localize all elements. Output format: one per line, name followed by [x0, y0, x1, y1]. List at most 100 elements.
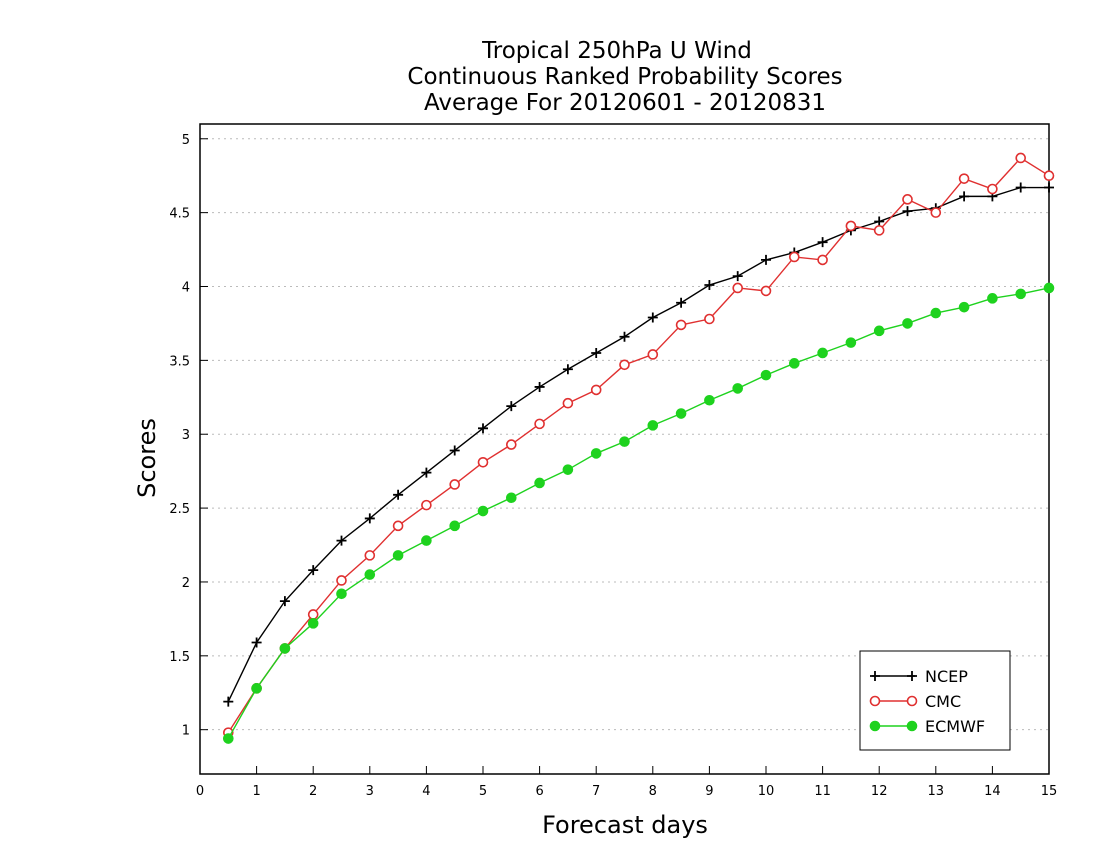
- ecmwf-data-point: [817, 347, 828, 359]
- ecmwf-data-point: [307, 618, 319, 629]
- ecmwf-data-point: [392, 550, 404, 561]
- ecmwf-data-point: [449, 520, 461, 532]
- cmc-data-point: [732, 282, 744, 294]
- cmc-data-point: [619, 359, 630, 371]
- plot-frame: [199, 123, 1050, 775]
- x-tick-label: 6: [535, 784, 543, 799]
- ecmwf-data-point: [789, 358, 800, 369]
- cmc-data-point: [902, 194, 913, 205]
- cmc-data-point: [449, 479, 461, 490]
- cmc-data-point: [760, 285, 772, 297]
- cmc-legend-label: CMC: [925, 692, 961, 711]
- ecmwf-data-point: [930, 307, 942, 319]
- ncep-data-point: [959, 191, 970, 202]
- x-tick-label: 13: [928, 784, 945, 799]
- ncep-data-point: [506, 401, 517, 412]
- y-tick-label: 4.5: [169, 207, 190, 222]
- y-tick-label: 2: [182, 576, 190, 591]
- x-tick-label: 15: [1041, 784, 1058, 799]
- ncep-data-point: [647, 312, 658, 323]
- ncep-legend-label: NCEP: [925, 667, 968, 686]
- ecmwf-data-point: [251, 683, 262, 694]
- ncep-data-point: [1015, 182, 1026, 193]
- cmc-data-point: [1015, 152, 1027, 164]
- x-tick-label: 1: [252, 784, 260, 799]
- ncep-data-point: [449, 445, 460, 456]
- cmc-data-point: [307, 609, 319, 620]
- ncep-data-point: [251, 637, 262, 648]
- ecmwf-data-point: [590, 448, 602, 459]
- ecmwf-data-point: [421, 535, 432, 546]
- ecmwf-data-point: [873, 325, 885, 337]
- x-tick-label: 8: [649, 784, 657, 799]
- cmc-data-point: [845, 220, 857, 232]
- cmc-legend-marker-left: [869, 695, 881, 707]
- cmc-data-point: [477, 456, 489, 468]
- ecmwf-data-point: [279, 643, 291, 654]
- ecmwf-data-point: [223, 733, 234, 744]
- x-axis-label: Forecast days: [542, 811, 708, 839]
- gridlines: [200, 138, 1049, 731]
- y-tick-label: 2.5: [169, 502, 190, 517]
- ecmwf-data-point: [506, 492, 517, 504]
- ncep-legend-marker-right: [907, 671, 917, 681]
- cmc-data-point: [987, 183, 998, 195]
- ncep-data-point: [393, 489, 404, 500]
- cmc-data-point: [392, 520, 404, 532]
- cmc-data-point: [590, 384, 602, 396]
- y-tick-label: 4: [182, 281, 190, 296]
- ncep-data-point: [676, 297, 687, 308]
- ncep-data-point: [336, 535, 347, 546]
- x-tick-label: 0: [196, 784, 204, 799]
- ecmwf-data-point: [902, 318, 913, 329]
- x-tick-label: 11: [814, 784, 831, 799]
- cmc-data-point: [675, 319, 687, 331]
- axis-ticks: 11.522.533.544.550 1 2 3 4 5 6 7 8 9 10 11 12 13 14 15: [169, 133, 1057, 799]
- x-tick-label: 9: [705, 784, 713, 799]
- x-tick-label: 5: [479, 784, 487, 799]
- ecmwf-data-point: [732, 383, 744, 394]
- ecmwf-legend-marker-right: [906, 720, 918, 732]
- x-tick-label: 3: [366, 784, 374, 799]
- ecmwf-data-point: [336, 588, 347, 600]
- ncep-data-point: [308, 565, 319, 576]
- cmc-data-point: [534, 418, 545, 430]
- ecmwf-data-point: [619, 436, 630, 447]
- cmc-data-point: [336, 575, 347, 586]
- chart-title-line-2: Continuous Ranked Probability Scores: [407, 64, 842, 90]
- ecmwf-data-point: [1043, 282, 1055, 294]
- cmc-data-point: [873, 225, 885, 236]
- ncep-data-point: [562, 364, 573, 375]
- ncep-data-point: [279, 596, 290, 607]
- ncep-data-point: [223, 696, 234, 707]
- ecmwf-legend-label: ECMWF: [925, 717, 985, 736]
- ecmwf-data-point: [562, 464, 574, 475]
- ncep-data-point: [534, 381, 545, 392]
- cmc-series-line: [227, 157, 1050, 734]
- y-tick-label: 1: [182, 724, 190, 739]
- x-tick-label: 10: [758, 784, 775, 799]
- ncep-data-point: [761, 254, 771, 265]
- ncep-data-point: [732, 271, 743, 282]
- ncep-data-point: [817, 237, 828, 248]
- chart-title-line-3: Average For 20120601 - 20120831: [424, 90, 826, 116]
- y-tick-label: 5: [182, 133, 190, 148]
- ecmwf-data-point: [987, 293, 998, 304]
- x-tick-label: 14: [984, 784, 1001, 799]
- cmc-data-point: [562, 397, 574, 409]
- ncep-data-point: [591, 347, 602, 358]
- cmc-data-point: [421, 499, 432, 511]
- cmc-data-point: [817, 254, 828, 266]
- ncep-data-point: [421, 467, 432, 478]
- ncep-data-point: [478, 423, 488, 434]
- ncep-data-point: [704, 280, 715, 291]
- ncep-data-point: [902, 206, 913, 217]
- data-series: [223, 152, 1055, 744]
- y-axis-label: Scores: [133, 418, 161, 498]
- cmc-legend-marker-right: [906, 695, 918, 707]
- x-tick-label: 4: [422, 784, 430, 799]
- ncep-data-point: [1044, 182, 1054, 193]
- cmc-data-point: [788, 251, 800, 263]
- ecmwf-data-point: [760, 369, 772, 381]
- ecmwf-data-point: [675, 408, 687, 419]
